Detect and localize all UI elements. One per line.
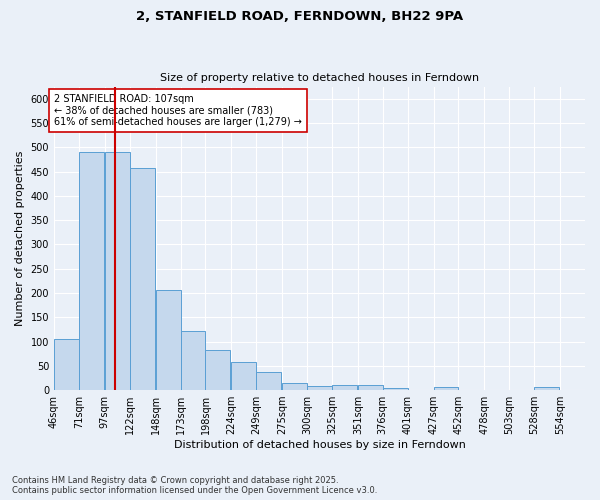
Bar <box>130 168 155 390</box>
Bar <box>232 362 256 390</box>
Text: Contains HM Land Registry data © Crown copyright and database right 2025.
Contai: Contains HM Land Registry data © Crown c… <box>12 476 377 495</box>
Bar <box>256 372 281 390</box>
Bar <box>155 290 181 390</box>
Bar <box>332 384 357 390</box>
Bar <box>205 350 230 390</box>
Bar <box>383 388 407 390</box>
Bar <box>534 387 559 390</box>
Y-axis label: Number of detached properties: Number of detached properties <box>15 150 25 326</box>
Text: 2 STANFIELD ROAD: 107sqm
← 38% of detached houses are smaller (783)
61% of semi-: 2 STANFIELD ROAD: 107sqm ← 38% of detach… <box>54 94 302 127</box>
Text: 2, STANFIELD ROAD, FERNDOWN, BH22 9PA: 2, STANFIELD ROAD, FERNDOWN, BH22 9PA <box>136 10 464 23</box>
Bar <box>181 331 205 390</box>
Bar <box>434 387 458 390</box>
Bar <box>282 384 307 390</box>
Bar <box>79 152 104 390</box>
Bar <box>307 386 332 390</box>
Title: Size of property relative to detached houses in Ferndown: Size of property relative to detached ho… <box>160 73 479 83</box>
Bar <box>54 339 79 390</box>
Bar <box>105 152 130 390</box>
X-axis label: Distribution of detached houses by size in Ferndown: Distribution of detached houses by size … <box>173 440 466 450</box>
Bar <box>358 384 383 390</box>
